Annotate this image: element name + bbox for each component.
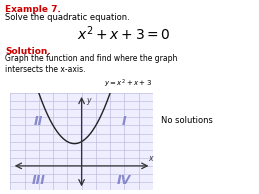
Text: x: x — [148, 154, 152, 163]
Text: Example 7.: Example 7. — [5, 5, 61, 14]
Text: II: II — [34, 115, 44, 128]
Text: Solve the quadratic equation.: Solve the quadratic equation. — [5, 13, 130, 22]
Text: III: III — [32, 174, 46, 187]
Text: I: I — [122, 115, 127, 128]
Text: $x^2 + x + 3 = 0$: $x^2 + x + 3 = 0$ — [77, 24, 171, 43]
Text: Graph the function and find where the graph
intersects the x-axis.: Graph the function and find where the gr… — [5, 54, 178, 74]
Text: IV: IV — [117, 174, 132, 187]
Text: y: y — [86, 95, 90, 105]
Text: No solutions: No solutions — [161, 116, 212, 125]
Text: Solution.: Solution. — [5, 47, 51, 55]
Text: $y = x^2 + x + 3$: $y = x^2 + x + 3$ — [104, 78, 152, 90]
